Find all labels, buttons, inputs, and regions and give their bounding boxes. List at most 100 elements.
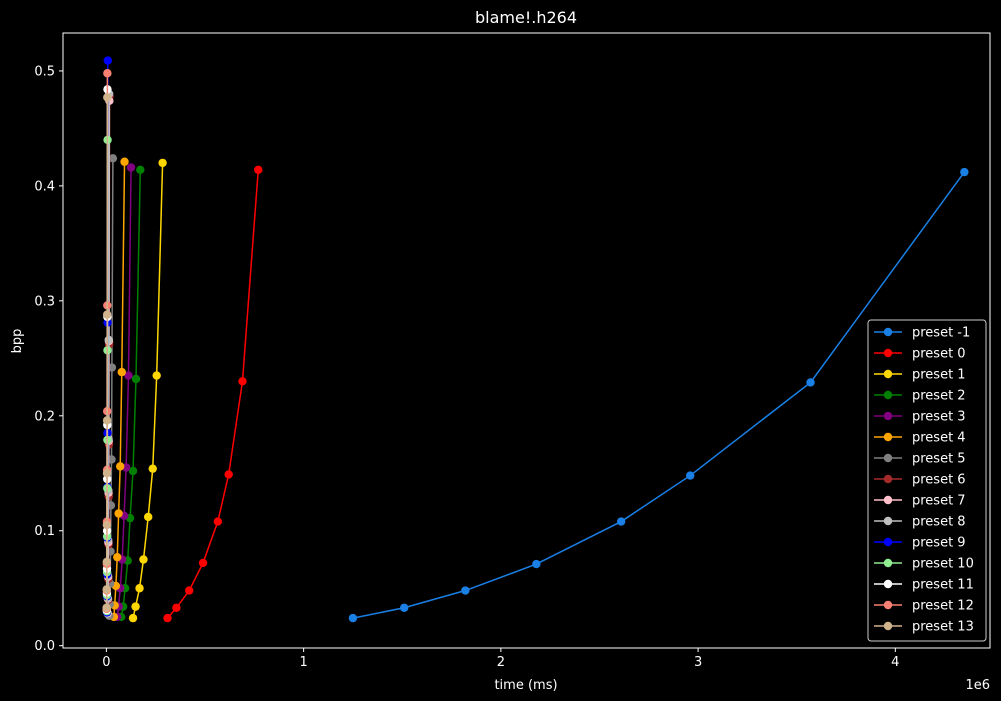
data-point [960,167,969,177]
legend-swatch-marker [883,579,893,589]
legend-item: preset 0 [874,347,966,362]
legend-swatch-marker [883,453,893,463]
legend-label: preset -1 [912,326,970,341]
legend-swatch-marker [883,432,893,442]
data-point [102,557,111,566]
legend-label: preset 12 [912,599,974,614]
legend-swatch-marker [883,621,893,631]
legend-item: preset 10 [874,557,974,572]
legend-item: preset 13 [874,620,974,635]
series-preset4 [109,157,129,622]
data-point [172,603,181,612]
x-tick-label: 2 [497,655,505,670]
data-point [103,69,112,78]
y-tick-label: 0.4 [34,179,55,194]
data-point [348,613,358,623]
legend-item: preset 7 [874,494,966,509]
data-point [131,374,141,384]
data-point [224,470,233,479]
data-point [113,552,122,562]
legend-label: preset 13 [912,620,974,635]
legend-item: preset 9 [874,536,966,551]
legend-item: preset 3 [874,410,966,425]
legend-label: preset 4 [912,431,966,446]
data-point [102,520,112,530]
x-tick-label: 4 [891,655,899,670]
series-preset1 [128,158,167,623]
legend-label: preset 0 [912,347,966,362]
data-point [198,558,208,568]
data-point [102,603,111,612]
y-axis: 0.0 0.1 0.2 0.3 0.4 0.5 [34,64,63,654]
data-point [103,56,112,65]
legend-label: preset 6 [912,473,966,488]
legend-label: preset 5 [912,452,966,467]
data-point [148,464,157,473]
legend-swatch-marker [883,600,893,610]
legend-item: preset 8 [874,515,966,530]
legend-label: preset 10 [912,557,974,572]
data-point [102,310,112,319]
data-point [104,335,113,345]
y-tick-label: 0.0 [34,639,55,654]
data-point [616,517,626,526]
data-point [139,555,148,564]
legend-item: preset -1 [874,326,970,341]
data-point [185,586,194,595]
data-point [102,416,112,425]
series-line [105,97,109,608]
legend-label: preset 9 [912,536,966,551]
data-point [120,157,129,166]
legend-label: preset 3 [912,410,966,425]
data-point [128,613,138,623]
chart-title: blame!.h264 [475,8,577,27]
data-point [114,509,123,518]
data-point [163,613,172,623]
legend-swatch-marker [883,537,893,547]
series-preset13 [102,93,112,612]
legend-item: preset 6 [874,473,966,488]
legend-swatch-marker [883,516,893,526]
legend-label: preset 2 [912,389,966,404]
y-tick-label: 0.3 [34,294,55,309]
x-axis-label: time (ms) [494,678,557,693]
legend-item: preset 2 [874,389,966,404]
legend-item: preset 11 [874,578,974,593]
legend-swatch-marker [883,474,893,484]
legend-item: preset 1 [874,368,966,383]
data-point [135,584,144,593]
data-point [131,602,140,611]
data-point [213,517,223,526]
data-point [115,462,125,471]
y-tick-label: 0.1 [34,524,55,539]
data-point [806,378,815,387]
data-point [238,377,247,386]
legend-label: preset 8 [912,515,966,530]
data-point [152,371,161,380]
legend: preset -1 preset 0 preset 1 preset 2 preset … [867,319,987,642]
data-point [686,471,695,480]
data-point [461,586,470,595]
legend-label: preset 7 [912,494,966,509]
data-point [158,158,167,168]
legend-label: preset 11 [912,578,974,593]
legend-swatch-marker [883,369,893,379]
legend-swatch-marker [883,327,893,337]
data-point [126,163,136,172]
legend-item: preset 5 [874,452,966,467]
data-point [254,165,263,174]
legend-swatch-marker [883,558,893,568]
legend-label: preset 1 [912,368,966,383]
legend-item: preset 12 [874,599,974,614]
x-tick-label: 3 [694,655,702,670]
data-point [532,559,541,569]
data-point [102,469,112,478]
data-point [103,93,112,102]
x-tick-label: 1 [299,655,307,670]
legend-swatch-marker [883,390,893,400]
plot-area [102,56,969,623]
data-point [128,466,138,476]
data-point [124,371,133,380]
